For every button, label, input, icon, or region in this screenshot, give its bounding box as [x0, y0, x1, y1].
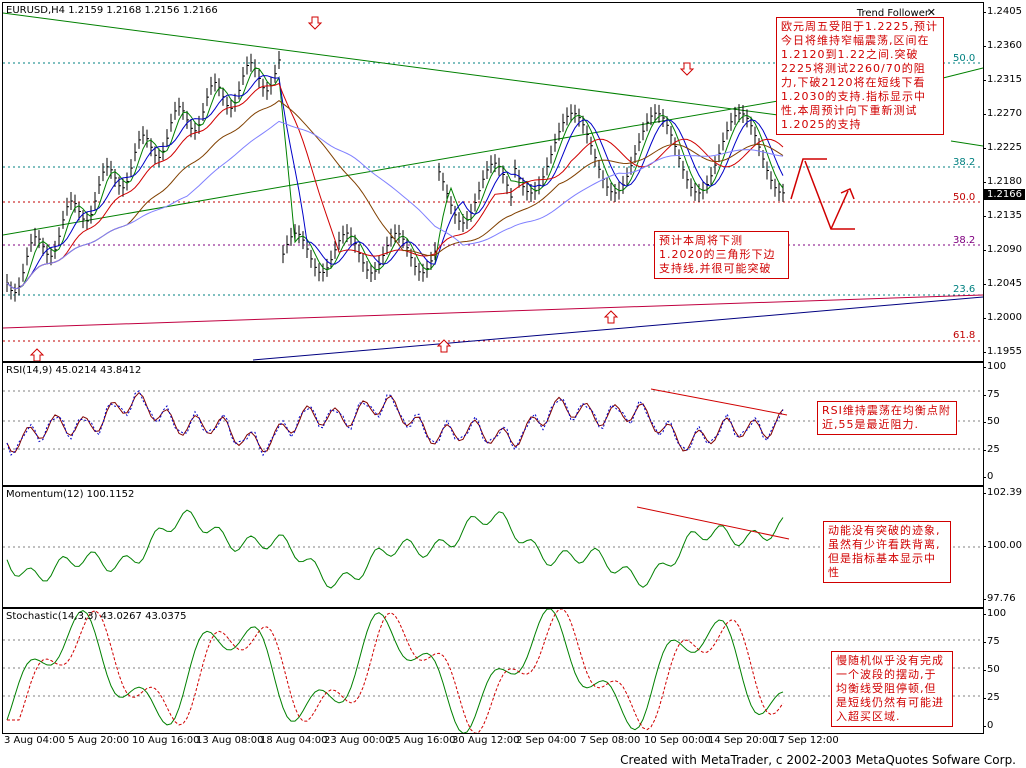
stoch-main-line — [6, 609, 784, 733]
fibo-23-6: 23.6 — [953, 284, 976, 295]
rsi-line — [6, 391, 784, 453]
analysis-note-main: 欧元周五受阻于1.2225,预计今日将维持窄幅震荡,区间在1.2120到1.22… — [776, 17, 944, 135]
trendline-stub — [950, 140, 983, 147]
axis-tick: 1.2135 — [983, 210, 1022, 221]
ma-brown-line — [6, 99, 784, 290]
axis-tick: 1.2225 — [983, 142, 1022, 153]
axis-tick: 1.2090 — [983, 244, 1022, 255]
axis-tick: 50 — [983, 416, 1000, 427]
trendline-upper — [3, 12, 779, 116]
stoch-signal-line — [7, 609, 784, 733]
rsi-axis: 100 75 50 25 0 — [982, 361, 1025, 484]
time-label: 2 Sep 04:00 — [516, 735, 577, 746]
momentum-pane[interactable]: Momentum(12) 100.1152 动能没有突破的迹象,虽然有少许看跌背… — [2, 486, 984, 608]
axis-tick: 1.2360 — [983, 40, 1022, 51]
fibo-38-lower: 38.2 — [953, 235, 976, 246]
trendline-lower — [252, 296, 983, 361]
fibo-61-8: 61.8 — [953, 330, 976, 341]
rsi-label: RSI(14,9) 45.0214 43.8412 — [6, 365, 142, 376]
axis-tick: 1.2270 — [983, 108, 1022, 119]
momentum-axis: 102.39 100.00 97.76 — [983, 486, 1025, 606]
stochastic-label: Stochastic(14,3,3) 43.0267 43.0375 — [6, 611, 187, 622]
price-axis: 1.2405 1.2360 1.2315 1.2270 1.2225 1.2180 1.21… — [983, 2, 1025, 360]
rsi-note: RSI维持震荡在均衡点附近,55是最近阻力. — [817, 401, 957, 435]
forecast-path-down — [804, 160, 855, 230]
trendline-middle — [3, 100, 779, 236]
time-label: 14 Sep 20:00 — [708, 735, 775, 746]
close-icon[interactable]: ✕ — [926, 6, 936, 19]
axis-tick: 1.2315 — [983, 74, 1022, 85]
axis-tick: 75 — [983, 388, 1000, 400]
current-price-tag: 1.2166 — [984, 189, 1025, 200]
momentum-divergence-line — [636, 506, 790, 540]
time-label: 17 Sep 12:00 — [772, 735, 839, 746]
rsi-divergence-line — [650, 388, 788, 416]
axis-tick: 25 — [983, 443, 1000, 455]
time-axis: 3 Aug 04:00 5 Aug 20:00 10 Aug 16:00 13 Aug… — [2, 734, 982, 748]
axis-tick: 100 — [982, 361, 1007, 372]
time-label: 25 Aug 16:00 — [388, 735, 456, 746]
fibo-50-upper: 50.0 — [953, 53, 976, 64]
axis-tick: 97.76 — [983, 593, 1016, 604]
stochastic-note: 慢随机似乎没有完成一个波段的摆动,于均衡线受阻停顿,但是短线仍然有可能进入超买区… — [831, 651, 953, 727]
price-chart-svg — [3, 12, 983, 361]
axis-tick: 102.39 — [983, 487, 1022, 498]
analysis-note-triangle: 预计本周将下测1.2020的三角形下边支持线,并很可能突破 — [654, 231, 789, 279]
time-label: 30 Aug 12:00 — [452, 735, 520, 746]
time-label: 10 Sep 00:00 — [644, 735, 711, 746]
trendline-stub-2 — [942, 67, 983, 79]
ma-violet-line — [6, 120, 784, 290]
fractal-arrow-icon — [436, 339, 452, 353]
footer-credit: Created with MetaTrader, c 2002-2003 Met… — [620, 753, 1016, 767]
time-label: 5 Aug 20:00 — [68, 735, 130, 746]
stochastic-axis: 100 75 50 25 0 — [982, 608, 1025, 732]
time-label: 13 Aug 08:00 — [196, 735, 264, 746]
chart-header: EURUSD,H4 1.2159 1.2168 1.2156 1.2166 — [6, 5, 218, 16]
fibo-50-lower: 50.0 — [953, 192, 976, 203]
time-label: 18 Aug 04:00 — [260, 735, 328, 746]
fibo-38-upper: 38.2 — [953, 157, 976, 168]
momentum-svg — [3, 506, 983, 589]
momentum-line — [6, 509, 784, 589]
momentum-note: 动能没有突破的迹象,虽然有少许看跌背离,但是指标基本显示中性 — [823, 521, 951, 583]
time-label: 3 Aug 04:00 — [4, 735, 66, 746]
axis-tick: 75 — [983, 636, 1000, 647]
stochastic-svg — [3, 609, 983, 733]
axis-tick: 100 — [982, 608, 1007, 619]
forecast-path-up — [790, 158, 827, 200]
ma-green-line — [6, 67, 784, 290]
momentum-label: Momentum(12) 100.1152 — [6, 489, 135, 500]
fractal-arrow-icon — [679, 62, 695, 76]
time-label: 23 Aug 00:00 — [324, 735, 392, 746]
axis-tick: 1.2000 — [983, 312, 1022, 323]
time-label: 10 Aug 16:00 — [132, 735, 200, 746]
fractal-arrow-icon — [603, 310, 619, 324]
axis-tick: 25 — [983, 692, 1000, 703]
axis-tick: 1.2180 — [983, 176, 1022, 187]
axis-tick: 0 — [982, 720, 994, 731]
axis-tick: 50 — [983, 664, 1000, 675]
time-label: 7 Sep 08:00 — [580, 735, 641, 746]
axis-tick: 1.2405 — [983, 6, 1022, 17]
fractal-arrow-icon — [307, 16, 323, 30]
axis-tick: 100.00 — [983, 540, 1022, 551]
rsi-pane[interactable]: RSI(14,9) 45.0214 43.8412 RSI维持震荡在均衡点附近,… — [2, 362, 984, 486]
ma-blue-line — [6, 75, 784, 290]
price-chart-pane[interactable]: EURUSD,H4 1.2159 1.2168 1.2156 1.2166 Tr… — [2, 2, 984, 362]
axis-tick: 0 — [982, 471, 994, 482]
fractal-arrow-icon — [29, 348, 45, 361]
axis-tick: 1.2045 — [983, 278, 1022, 289]
axis-tick: 1.1955 — [983, 346, 1022, 357]
forecast-arrowhead — [840, 187, 855, 200]
rsi-signal-line — [6, 390, 784, 457]
expert-name: Trend Follower — [856, 8, 929, 19]
stochastic-pane[interactable]: Stochastic(14,3,3) 43.0267 43.0375 慢随机似乎… — [2, 608, 984, 734]
trendline-support — [3, 294, 983, 329]
forecast-path-rebound — [830, 190, 849, 230]
